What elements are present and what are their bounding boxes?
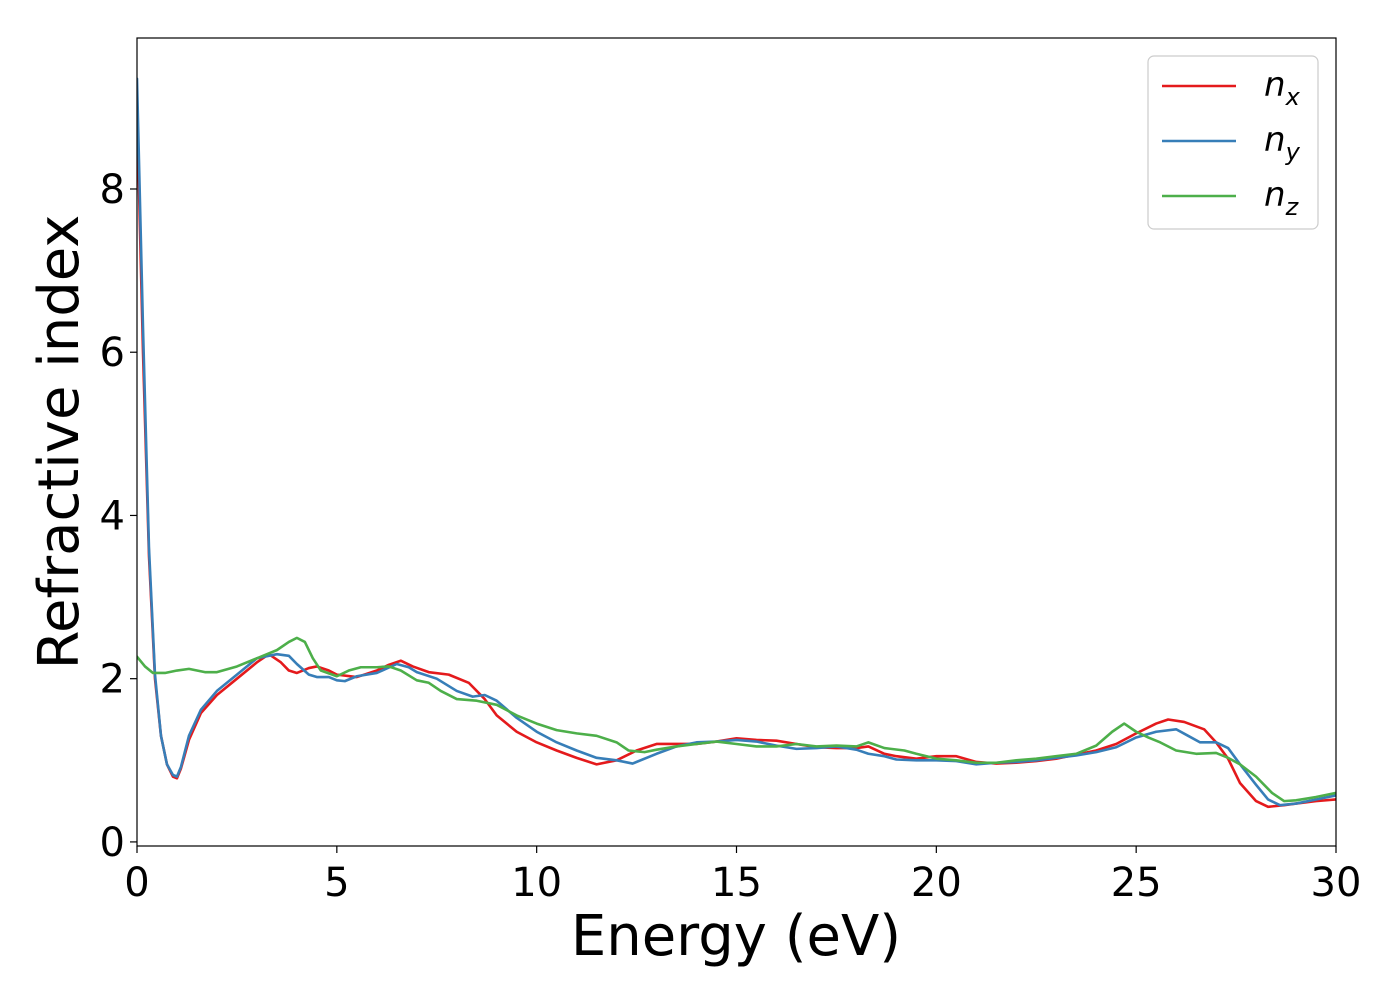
legend: nx ny nz — [1147, 55, 1319, 230]
legend-box — [1147, 55, 1319, 230]
y-tick-label: 8 — [100, 167, 125, 213]
y-tick-label: 4 — [100, 493, 125, 539]
legend-label-nx: nx — [1264, 65, 1301, 111]
legend-label-ny: ny — [1264, 120, 1301, 166]
y-axis-title: Refractive index — [27, 215, 92, 670]
series-line-nx — [137, 106, 1336, 809]
series-line-nz — [137, 636, 1336, 803]
y-tick-label: 6 — [100, 330, 125, 376]
x-tick-label: 20 — [911, 860, 962, 906]
x-tick-label: 10 — [511, 860, 562, 906]
x-tick-label: 0 — [124, 860, 149, 906]
series-layer — [137, 77, 1336, 809]
x-tick-label: 30 — [1311, 860, 1362, 906]
x-tick-label: 25 — [1111, 860, 1162, 906]
plot-area — [137, 38, 1336, 846]
legend-label-nz: nz — [1264, 175, 1300, 221]
x-tick-label: 15 — [711, 860, 762, 906]
x-axis: 0 5 10 15 20 25 30 — [124, 846, 1361, 906]
y-tick-label: 2 — [100, 657, 125, 703]
x-axis-title: Energy (eV) — [571, 904, 901, 969]
x-tick-label: 5 — [324, 860, 349, 906]
y-tick-label: 0 — [100, 820, 125, 866]
y-axis: 0 2 4 6 8 — [100, 167, 137, 866]
